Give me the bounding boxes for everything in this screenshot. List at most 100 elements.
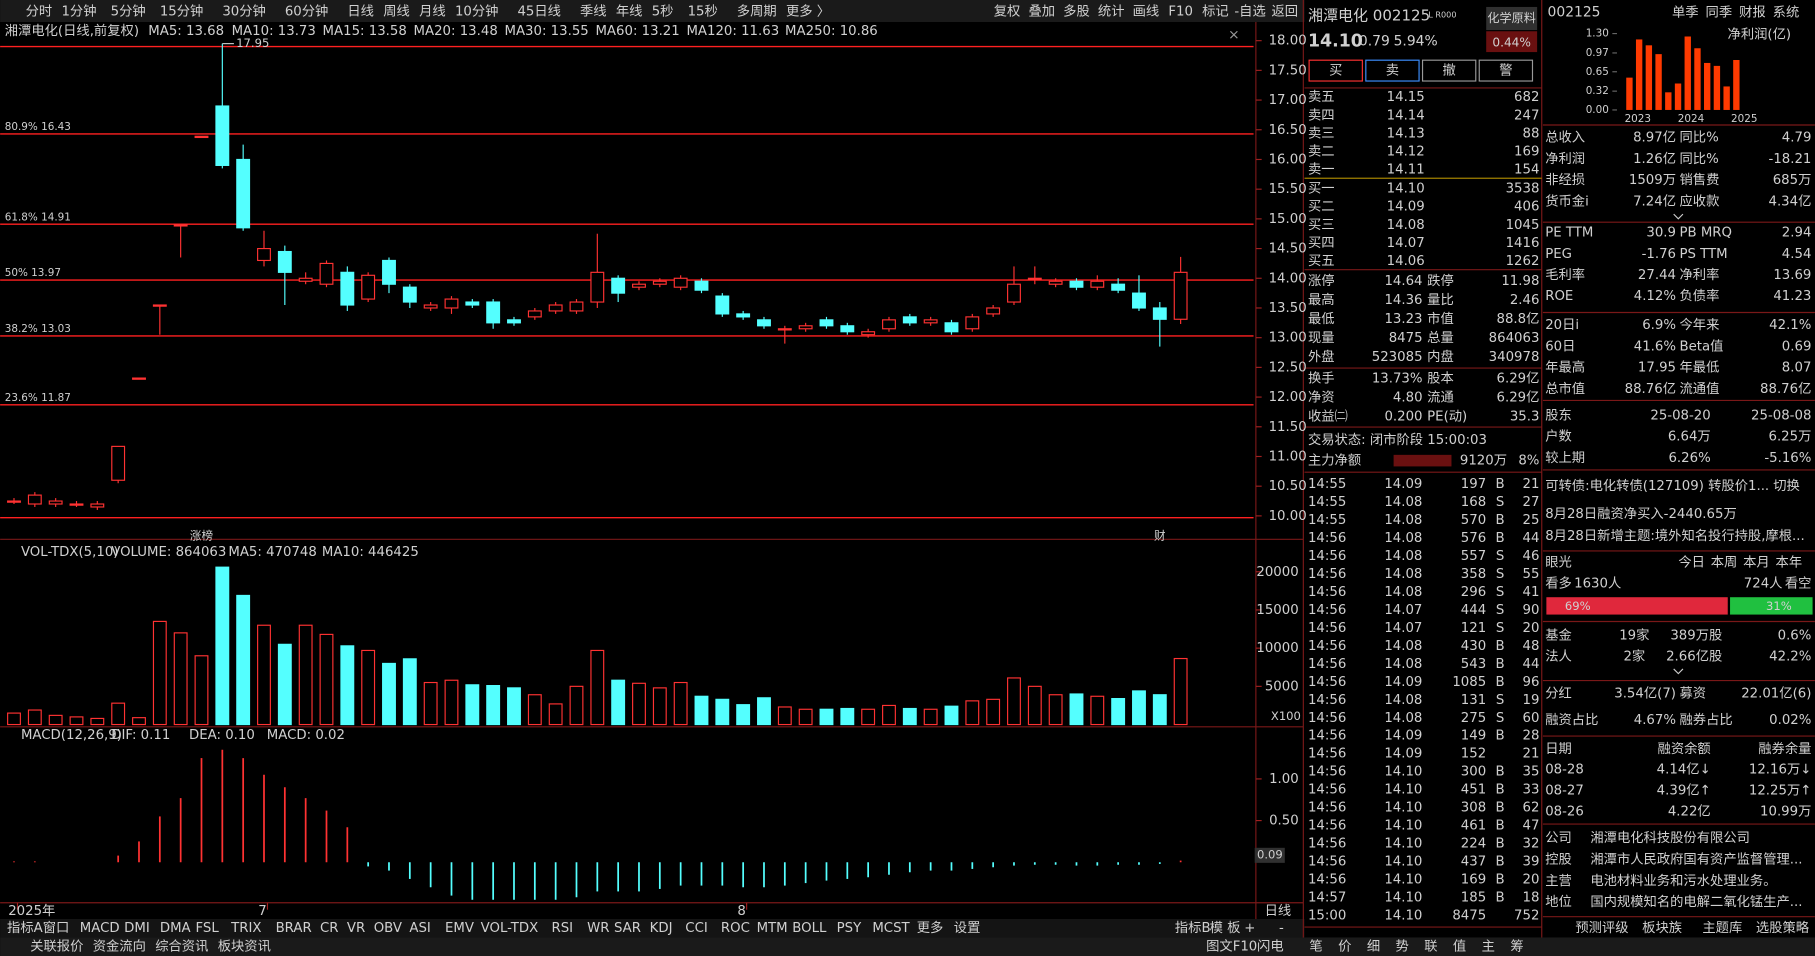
indicator-tab[interactable]: 模 板 xyxy=(1210,920,1241,936)
indicator-tab[interactable]: MCST xyxy=(872,921,910,936)
industry[interactable]: 化学原料 xyxy=(1487,10,1536,25)
indicator-tab[interactable]: TRIX xyxy=(230,921,261,936)
period-tab[interactable]: 年线 xyxy=(616,4,643,20)
trade-button-label[interactable]: 撤 xyxy=(1443,62,1456,79)
f10-tab[interactable]: 财报 xyxy=(1739,5,1766,21)
tool-button[interactable]: 复权 xyxy=(994,3,1021,20)
sentiment-tab[interactable]: 今日 xyxy=(1678,554,1705,570)
tool-button[interactable]: -自选 xyxy=(1234,4,1265,20)
tool-button[interactable]: 统计 xyxy=(1098,4,1125,20)
period-tab[interactable]: 60分钟 xyxy=(285,3,329,20)
indicator-tab[interactable]: KDJ xyxy=(650,921,673,936)
indicator-tab[interactable]: DMI xyxy=(124,921,150,936)
f10-footer-tab[interactable]: 主题库 xyxy=(1702,920,1742,936)
period-tab[interactable]: 月线 xyxy=(419,4,446,20)
indicator-tab[interactable]: MACD xyxy=(80,921,120,936)
period-tab[interactable]: 分时 xyxy=(26,4,53,20)
indicator-tab[interactable]: DMA xyxy=(160,921,191,936)
indicator-tab[interactable]: 指标A xyxy=(7,920,43,936)
indicator-tab[interactable]: WR xyxy=(587,921,609,936)
detail-tab[interactable]: 主 xyxy=(1482,939,1495,955)
period-tab[interactable]: 10分钟 xyxy=(455,3,499,20)
indicator-tab[interactable]: CR xyxy=(320,921,339,936)
tool-button[interactable]: 返回 xyxy=(1272,4,1299,20)
tool-button[interactable]: F10 xyxy=(1168,5,1193,20)
indicator-tab[interactable]: VR xyxy=(347,921,365,936)
status-tab[interactable]: 闪电 xyxy=(1257,939,1284,955)
indicator-tab[interactable]: ROC xyxy=(721,921,750,936)
period-tab[interactable]: 季线 xyxy=(580,4,607,20)
detail-tab[interactable]: 价 xyxy=(1338,940,1351,955)
indicator-tab[interactable]: VOL-TDX xyxy=(481,921,539,936)
tool-button[interactable]: 标记 xyxy=(1202,4,1229,20)
detail-tab[interactable]: 联 xyxy=(1424,939,1437,955)
indicator-tab[interactable]: 指标B xyxy=(1175,920,1211,936)
f10-tab[interactable]: 系统 xyxy=(1773,5,1800,21)
detail-tab[interactable]: 笔 xyxy=(1309,939,1322,955)
switch-link[interactable]: 切换 xyxy=(1773,478,1800,494)
trade-button[interactable] xyxy=(1421,59,1477,82)
indicator-tab[interactable]: 设置 xyxy=(954,920,981,936)
indicator-tab[interactable]: 更多 xyxy=(917,919,944,936)
f10-footer-tab[interactable]: 板块族 xyxy=(1642,920,1682,936)
detail-tab[interactable]: 细 xyxy=(1367,939,1380,955)
indicator-label: DEA: 0.10 xyxy=(189,728,255,743)
indicator-tab[interactable]: OBV xyxy=(374,921,402,936)
f10-tab[interactable]: 单季 xyxy=(1672,5,1699,21)
sentiment-tab[interactable]: 本年 xyxy=(1776,554,1803,570)
period-tab[interactable]: 周线 xyxy=(383,4,410,20)
status-tab[interactable]: 图文F10 xyxy=(1206,939,1257,955)
trade-button[interactable] xyxy=(1308,59,1363,82)
trade-button-label[interactable]: 警 xyxy=(1499,63,1512,79)
period-tab[interactable]: 15秒 xyxy=(688,4,718,20)
trade-button[interactable] xyxy=(1478,59,1534,82)
indicator-tab[interactable]: FSL xyxy=(195,921,219,936)
indicator-tab[interactable]: CCI xyxy=(685,921,707,936)
trade-button-label[interactable]: 卖 xyxy=(1386,63,1399,79)
tool-button[interactable]: 画线 xyxy=(1133,4,1160,20)
trade-button[interactable] xyxy=(1365,59,1420,82)
detail-tab[interactable]: 势 xyxy=(1396,939,1409,955)
period-tab[interactable]: 更多 〉 xyxy=(786,3,830,20)
news-item[interactable]: 8月28日融资净买入-2440.65万 xyxy=(1545,506,1737,522)
indicator-tab[interactable]: MTM xyxy=(757,921,788,936)
period-tab[interactable]: 1分钟 xyxy=(61,3,96,20)
period-tab[interactable]: 5分钟 xyxy=(111,3,146,20)
indicator-tab[interactable]: + xyxy=(1244,921,1255,936)
indicator-tab[interactable]: 窗口 xyxy=(43,919,70,936)
period-tab[interactable]: 45日线 xyxy=(517,4,561,20)
tick-time: 14:56 xyxy=(1308,711,1346,726)
tool-button[interactable]: 叠加 xyxy=(1028,4,1055,20)
sentiment-tab[interactable]: 本周 xyxy=(1711,554,1738,570)
indicator-tab[interactable]: BRAR xyxy=(276,921,312,936)
f10-footer-tab[interactable]: 预测评级 xyxy=(1575,920,1628,936)
f10-footer-tab[interactable]: 选股策略 xyxy=(1756,919,1810,936)
period-tab[interactable]: 5秒 xyxy=(652,4,674,20)
detail-tab[interactable]: 值 xyxy=(1453,939,1466,955)
indicator-tab[interactable]: BOLL xyxy=(792,921,827,936)
volume-bar xyxy=(757,697,771,726)
status-tab[interactable]: 综合资讯 xyxy=(155,939,208,955)
detail-tab[interactable]: 筹 xyxy=(1510,938,1523,955)
indicator-tab[interactable]: RSI xyxy=(551,921,573,936)
indicator-tab[interactable]: - xyxy=(1279,921,1284,936)
expand-chevron[interactable] xyxy=(1673,213,1684,675)
period-tab[interactable]: 30分钟 xyxy=(222,3,266,20)
indicator-tab[interactable]: PSY xyxy=(837,921,862,936)
news-item[interactable]: 8月28日新增主题:境外知名投行持股,摩根... xyxy=(1545,527,1805,544)
period-tab[interactable]: 日线 xyxy=(347,4,374,20)
period-tab[interactable]: 多周期 xyxy=(737,3,777,20)
trade-button-label[interactable]: 买 xyxy=(1329,63,1342,79)
f10-tab[interactable]: 同季 xyxy=(1706,5,1733,21)
indicator-tab[interactable]: ASI xyxy=(409,921,430,936)
indicator-tab[interactable]: SAR xyxy=(614,921,641,936)
sentiment-tab[interactable]: 本月 xyxy=(1743,554,1770,570)
close-icon[interactable] xyxy=(1230,30,1238,39)
high-label: 17.95 xyxy=(236,36,269,50)
status-tab[interactable]: 关联报价 xyxy=(30,939,83,955)
period-tab[interactable]: 15分钟 xyxy=(160,3,204,20)
indicator-tab[interactable]: EMV xyxy=(445,921,474,936)
status-tab[interactable]: 板块资讯 xyxy=(218,939,271,955)
status-tab[interactable]: 资金流向 xyxy=(93,939,146,955)
tool-button[interactable]: 多股 xyxy=(1063,3,1090,20)
